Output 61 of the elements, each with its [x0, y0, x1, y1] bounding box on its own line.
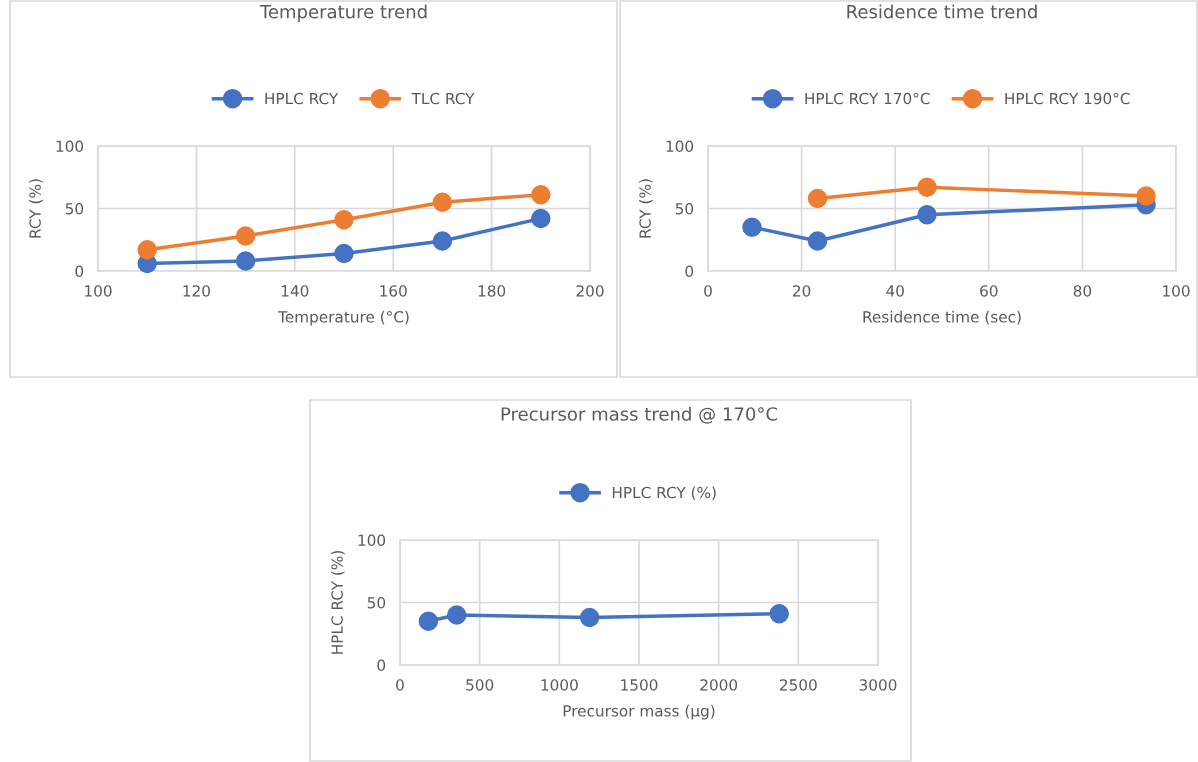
y-tick-label: 0 [685, 265, 694, 278]
y-tick-label: 0 [377, 659, 386, 672]
x-tick-label: 2500 [780, 679, 817, 691]
y-tick-label: 0 [75, 265, 84, 278]
x-tick-label: 0 [704, 285, 712, 297]
x-tick-label: 180 [478, 285, 506, 297]
x-tick-label: 20 [793, 285, 811, 297]
point [807, 231, 828, 251]
x-tick-label: 140 [281, 285, 309, 297]
y-axis-title: RCY (%) [29, 179, 43, 238]
x-axis-title: Temperature (°C) [278, 310, 409, 326]
x-tick-label: 500 [466, 679, 494, 691]
point [446, 605, 467, 625]
legend-label: HPLC RCY [265, 92, 339, 105]
x-tick-label: 100 [85, 285, 112, 297]
point [917, 177, 937, 197]
point [235, 251, 256, 271]
point [334, 210, 354, 230]
x-axis-title: Precursor mass (µg) [563, 704, 715, 720]
point [769, 604, 789, 624]
point [807, 188, 828, 209]
x-tick-label: 100 [1163, 285, 1190, 297]
point [235, 226, 256, 246]
x-tick-label: 80 [1073, 285, 1092, 297]
y-tick-label: 50 [65, 202, 84, 215]
y-tick-label: 100 [358, 534, 386, 547]
y-tick-label: 50 [675, 202, 694, 215]
y-tick-label: 100 [56, 140, 84, 153]
legend-label: HPLC RCY 170°C [805, 92, 930, 105]
x-tick-label: 200 [576, 285, 604, 297]
point [531, 208, 551, 229]
x-tick-label: 2000 [700, 679, 738, 691]
x-tick-label: 60 [980, 285, 998, 297]
chart-title: Residence time trend [847, 4, 1037, 19]
point [742, 217, 762, 237]
y-axis-title: RCY (%) [639, 179, 653, 238]
point [137, 240, 157, 260]
x-tick-label: 160 [380, 285, 407, 297]
x-tick-label: 0 [396, 679, 404, 691]
point [432, 231, 453, 251]
legend-label: HPLC RCY (%) [612, 486, 716, 501]
point [531, 185, 551, 205]
y-tick-label: 100 [666, 140, 694, 153]
legend-label: HPLC RCY 190°C [1005, 92, 1130, 105]
legend-label: TLC RCY [411, 92, 475, 105]
x-tick-label: 1500 [621, 679, 658, 691]
point [432, 192, 453, 212]
point [334, 243, 354, 264]
point [579, 607, 600, 628]
y-tick-label: 50 [367, 596, 386, 609]
chart-title: Precursor mass trend @ 170°C [501, 406, 778, 424]
x-tick-label: 3000 [859, 679, 897, 691]
x-tick-label: 120 [183, 285, 210, 297]
y-axis-title: HPLC RCY (%) [331, 551, 345, 654]
x-tick-label: 40 [886, 285, 904, 297]
x-axis-title: Residence time (sec) [863, 310, 1021, 325]
point [917, 205, 937, 225]
x-tick-label: 1000 [541, 679, 578, 691]
point [1136, 186, 1156, 206]
chart-title: Temperature trend [259, 4, 427, 22]
point [418, 611, 439, 631]
